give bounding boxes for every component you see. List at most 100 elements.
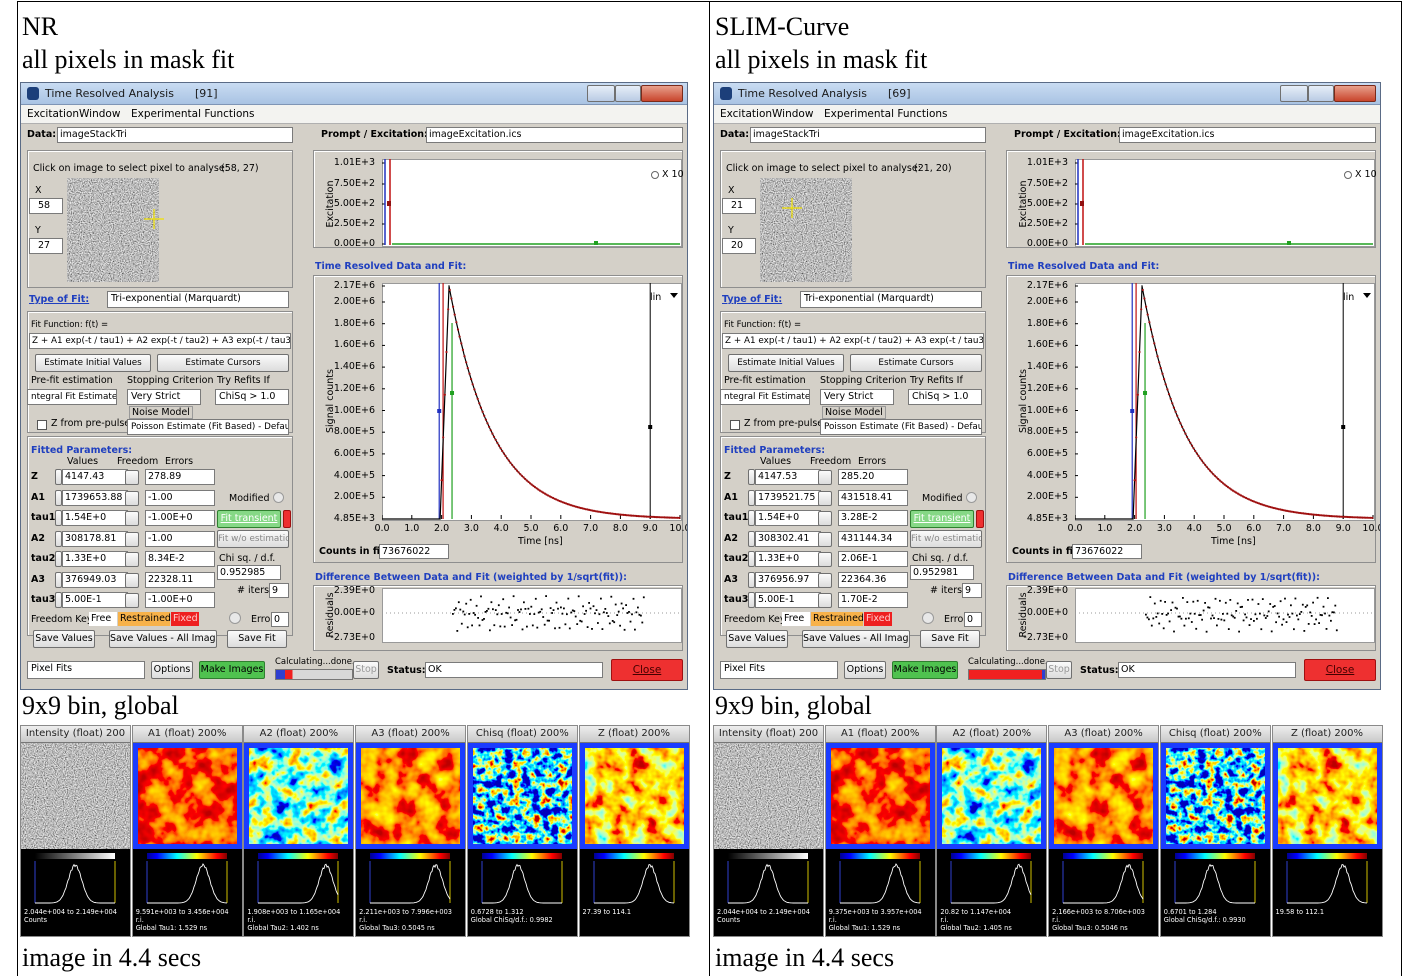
param-error[interactable]: 1.70E-2	[838, 592, 908, 608]
y-spinner[interactable]: 20	[722, 238, 756, 254]
close-window-button[interactable]	[641, 85, 683, 102]
data-field[interactable]: imageStackTri	[57, 127, 293, 143]
estimate-values-button[interactable]: Estimate Initial Values	[728, 354, 844, 372]
menu-item[interactable]: Window	[79, 108, 120, 120]
param-error[interactable]: 22328.11	[145, 572, 215, 588]
options-button[interactable]: Options	[844, 661, 886, 679]
param-error[interactable]: 2.06E-1	[838, 551, 908, 567]
fit-transient-stop[interactable]	[283, 510, 291, 528]
param-value[interactable]: 1739521.75	[755, 490, 821, 506]
save-values-button[interactable]: Save Values	[726, 630, 788, 648]
fit-transient-stop[interactable]	[976, 510, 984, 528]
fit-wo-button[interactable]: Fit w/o estimation	[217, 530, 289, 548]
z-prepulse-checkbox[interactable]	[730, 420, 740, 430]
x-spinner[interactable]: 58	[29, 198, 63, 214]
freedom-toggle[interactable]	[818, 532, 832, 547]
param-spinner[interactable]	[748, 592, 755, 608]
counts-field[interactable]: 73676022	[379, 544, 449, 559]
status-field[interactable]: OK	[1118, 662, 1296, 678]
chisq-field[interactable]: 0.952981	[910, 565, 974, 580]
param-spinner[interactable]	[55, 531, 62, 547]
freedom-toggle[interactable]	[125, 511, 139, 526]
save-all-button[interactable]: Save Values - All Images	[802, 630, 910, 648]
param-error[interactable]: 3.28E-2	[838, 510, 908, 526]
param-spinner[interactable]	[748, 551, 755, 567]
freedom-toggle[interactable]	[818, 491, 832, 506]
mode-dropdown[interactable]: Pixel Fits	[720, 661, 838, 679]
maximize-button[interactable]	[615, 85, 641, 102]
estimate-values-button[interactable]: Estimate Initial Values	[35, 354, 151, 372]
param-spinner[interactable]	[748, 531, 755, 547]
param-error[interactable]: 278.89	[145, 469, 215, 485]
minimize-button[interactable]	[587, 85, 615, 102]
noise-dropdown[interactable]: Poisson Estimate (Fit Based) - Default	[127, 419, 289, 435]
close-button[interactable]: Close	[1304, 659, 1376, 681]
fit-type-dropdown[interactable]: Tri-exponential (Marquardt)	[107, 291, 289, 308]
param-spinner[interactable]	[55, 510, 62, 526]
prompt-field[interactable]: imageExcitation.ics	[426, 127, 683, 143]
prefit-dropdown[interactable]: ntegral Fit Estimate	[720, 389, 810, 405]
status-field[interactable]: OK	[425, 662, 603, 678]
freedom-toggle[interactable]	[125, 491, 139, 506]
param-value[interactable]: 4147.53	[755, 469, 821, 485]
param-error[interactable]: 8.34E-2	[145, 551, 215, 567]
freedom-toggle[interactable]	[818, 573, 832, 588]
counts-field[interactable]: 73676022	[1072, 544, 1142, 559]
menu-item[interactable]: Window	[772, 108, 813, 120]
param-value[interactable]: 1.33E+0	[62, 551, 128, 567]
make-images-button[interactable]: Make Images	[892, 661, 958, 679]
freedom-toggle[interactable]	[125, 552, 139, 567]
chisq-field[interactable]: 0.952985	[217, 565, 281, 580]
param-value[interactable]: 376949.03	[62, 572, 128, 588]
maximize-button[interactable]	[1308, 85, 1334, 102]
param-value[interactable]: 5.00E-1	[62, 592, 128, 608]
data-field[interactable]: imageStackTri	[750, 127, 986, 143]
fit-wo-button[interactable]: Fit w/o estimation	[910, 530, 982, 548]
fit-type-dropdown[interactable]: Tri-exponential (Marquardt)	[800, 291, 982, 308]
freedom-toggle[interactable]	[818, 511, 832, 526]
param-spinner[interactable]	[55, 572, 62, 588]
menu-item[interactable]: Experimental Functions	[131, 108, 255, 120]
fit-function-field[interactable]: Z + A1 exp(-t / tau1) + A2 exp(-t / tau2…	[722, 333, 984, 349]
param-value[interactable]: 1739653.88	[62, 490, 128, 506]
param-value[interactable]: 1.33E+0	[755, 551, 821, 567]
x-spinner[interactable]: 21	[722, 198, 756, 214]
menu-item[interactable]: Excitation	[27, 108, 79, 120]
refit-dropdown[interactable]: ChiSq > 1.0	[215, 389, 289, 405]
stopping-dropdown[interactable]: Very Strict	[820, 389, 894, 405]
save-fit-button[interactable]: Save Fit	[920, 630, 980, 648]
param-spinner[interactable]	[55, 551, 62, 567]
mode-dropdown[interactable]: Pixel Fits	[27, 661, 145, 679]
make-images-button[interactable]: Make Images	[199, 661, 265, 679]
prompt-field[interactable]: imageExcitation.ics	[1119, 127, 1376, 143]
save-fit-button[interactable]: Save Fit	[227, 630, 287, 648]
fit-transient-button[interactable]: Fit transient	[217, 510, 281, 528]
fit-function-field[interactable]: Z + A1 exp(-t / tau1) + A2 exp(-t / tau2…	[29, 333, 291, 349]
freedom-toggle[interactable]	[818, 552, 832, 567]
options-button[interactable]: Options	[151, 661, 193, 679]
menu-item[interactable]: Experimental Functions	[824, 108, 948, 120]
param-error[interactable]: 431144.34	[838, 531, 908, 547]
param-spinner[interactable]	[55, 490, 62, 506]
noise-dropdown[interactable]: Poisson Estimate (Fit Based) - Default	[820, 419, 982, 435]
menu-item[interactable]: Excitation	[720, 108, 772, 120]
error-field[interactable]: 0	[271, 612, 289, 627]
minimize-button[interactable]	[1280, 85, 1308, 102]
stop-button[interactable]: Stop	[1046, 661, 1072, 679]
param-value[interactable]: 1.54E+0	[62, 510, 128, 526]
param-error[interactable]: -1.00	[145, 531, 215, 547]
stop-button[interactable]: Stop	[353, 661, 379, 679]
param-spinner[interactable]	[55, 469, 62, 485]
param-error[interactable]: -1.00	[145, 490, 215, 506]
prefit-dropdown[interactable]: ntegral Fit Estimate	[27, 389, 117, 405]
save-all-button[interactable]: Save Values - All Images	[109, 630, 217, 648]
param-error[interactable]: 22364.36	[838, 572, 908, 588]
param-spinner[interactable]	[55, 592, 62, 608]
freedom-toggle[interactable]	[818, 470, 832, 485]
freedom-toggle[interactable]	[125, 532, 139, 547]
fit-transient-button[interactable]: Fit transient	[910, 510, 974, 528]
param-value[interactable]: 4147.43	[62, 469, 128, 485]
y-spinner[interactable]: 27	[29, 238, 63, 254]
freedom-toggle[interactable]	[125, 470, 139, 485]
param-value[interactable]: 308302.41	[755, 531, 821, 547]
